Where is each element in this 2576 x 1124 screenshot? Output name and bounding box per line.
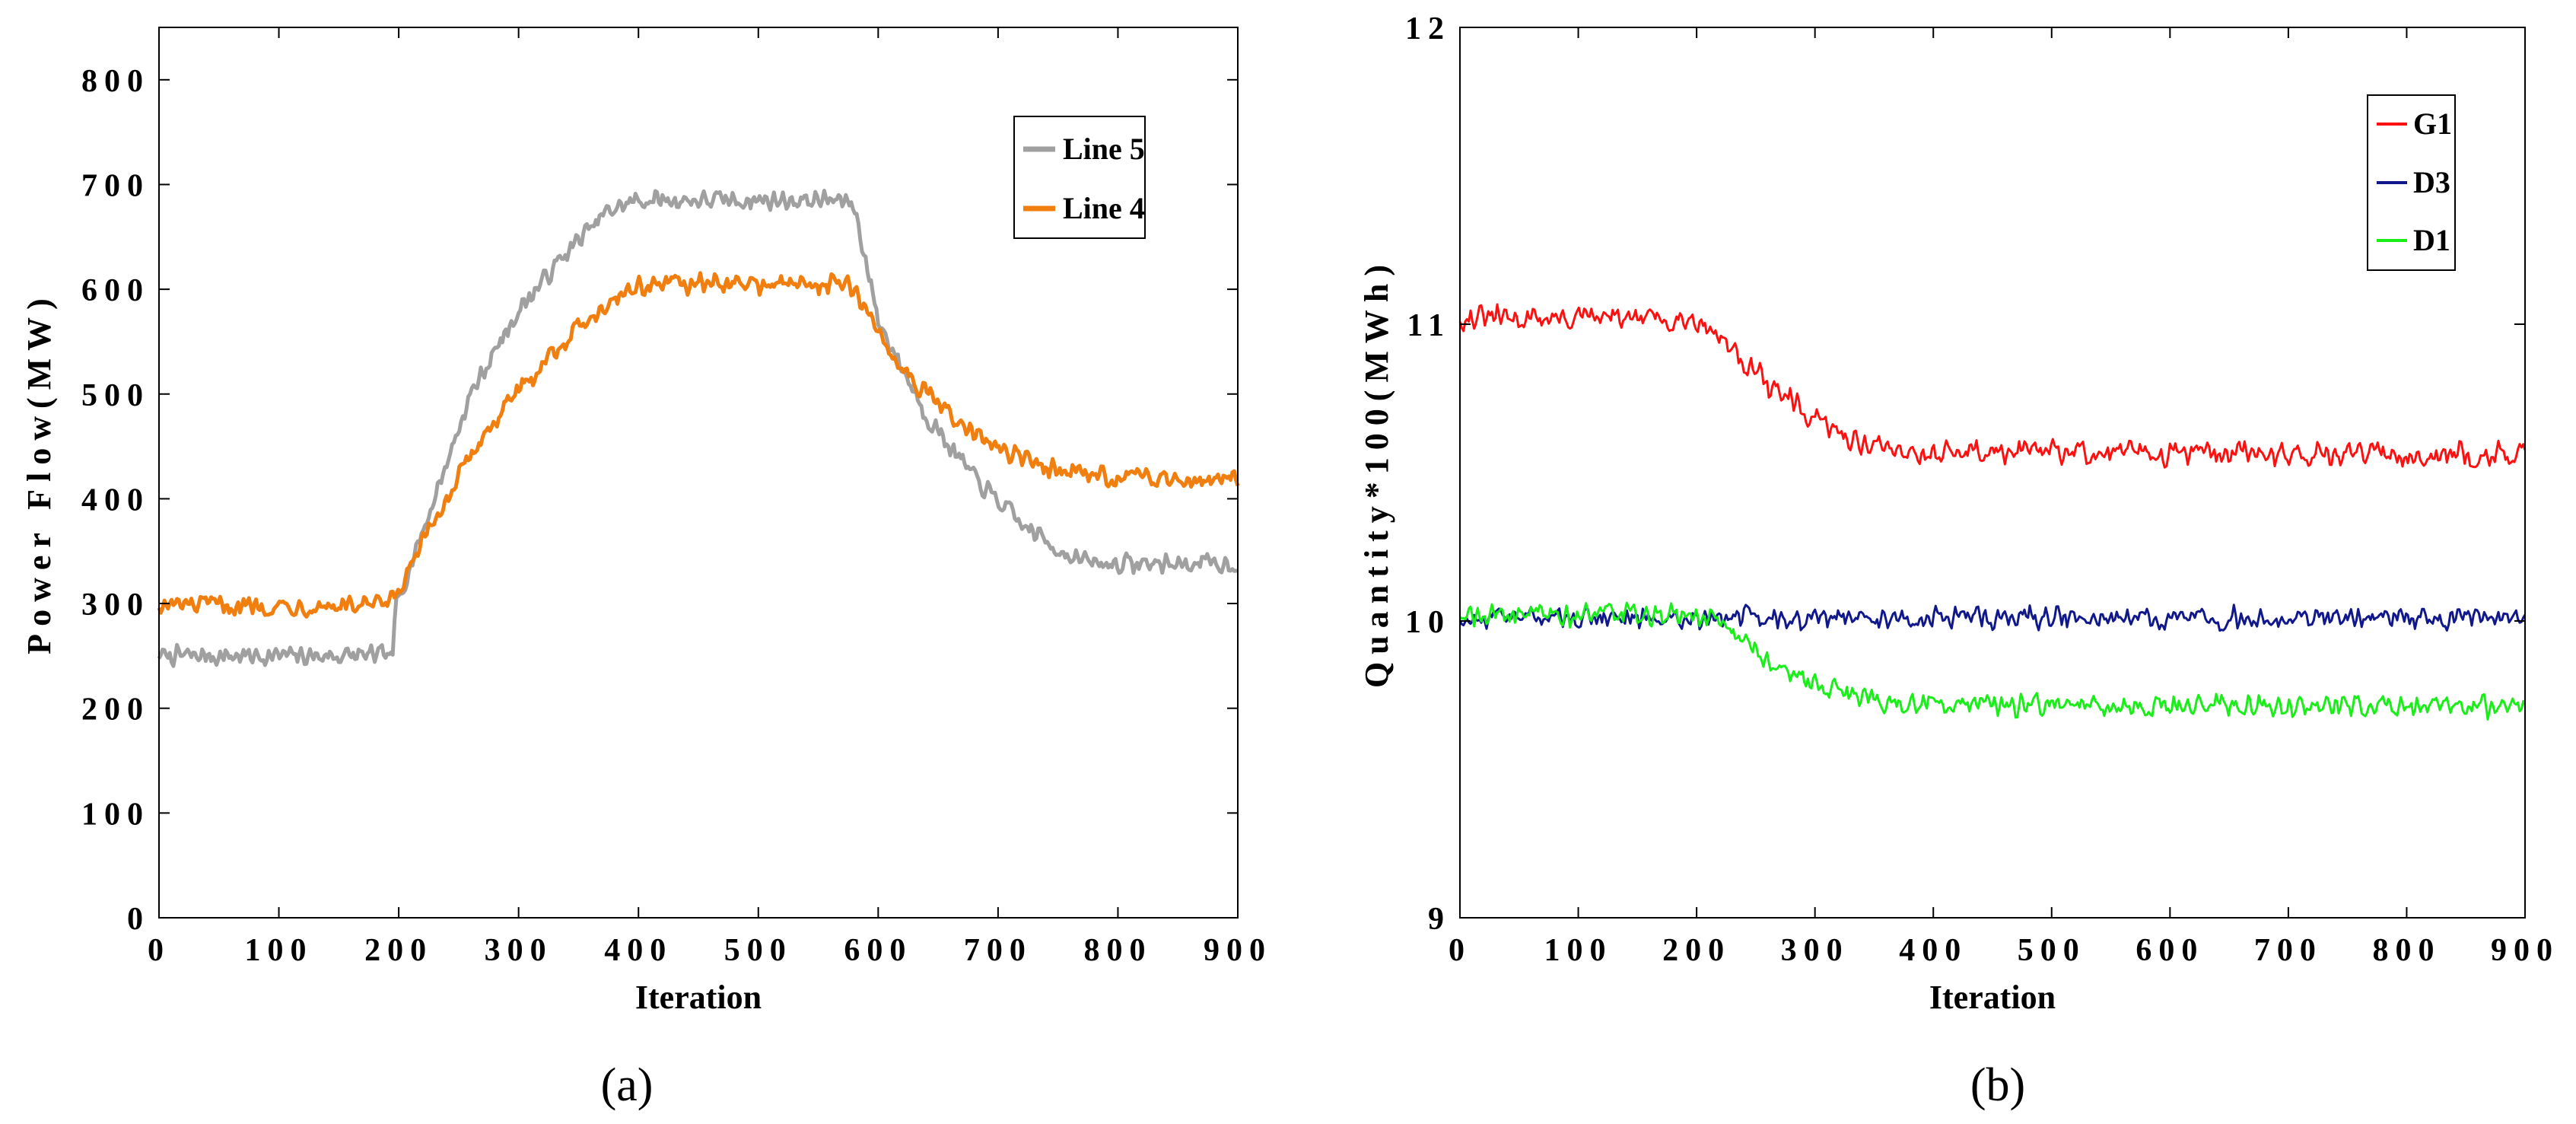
x-tick-label: 0 xyxy=(148,933,170,968)
y-tick-label: 400 xyxy=(81,482,150,517)
y-tick-label: 0 xyxy=(127,902,150,937)
legend-label-line4: Line 4 xyxy=(1063,191,1145,225)
x-tick-label: 300 xyxy=(1781,933,1849,968)
x-tick-label: 900 xyxy=(1204,933,1272,968)
x-tick-label: 400 xyxy=(1899,933,1967,968)
y-tick-label: 11 xyxy=(1407,308,1451,343)
y-axis-title-b: Quantity*100(MWh) xyxy=(1358,257,1395,688)
panel-label-a: (a) xyxy=(601,1059,654,1111)
y-tick-labels-a: 0 100 200 300 400 500 600 700 800 xyxy=(81,64,150,937)
x-tick-label: 900 xyxy=(2491,933,2559,968)
y-tick-label: 700 xyxy=(81,168,150,203)
x-axis-title-b: Iteration xyxy=(1929,979,2056,1016)
y-tick-label: 9 xyxy=(1428,902,1451,937)
x-tick-label: 300 xyxy=(485,933,553,968)
panel-label-b: (b) xyxy=(1970,1059,2025,1111)
x-tick-label: 600 xyxy=(2136,933,2204,968)
x-tick-label: 800 xyxy=(2372,933,2441,968)
legend-b: G1 D3 D1 xyxy=(2367,94,2456,271)
y-tick-label: 200 xyxy=(81,693,150,728)
series-line-line-5 xyxy=(157,189,1239,668)
legend-box-a xyxy=(1013,116,1146,239)
y-tick-label: 300 xyxy=(81,587,150,622)
y-tick-label: 10 xyxy=(1405,605,1451,640)
legend-label-line5: Line 5 xyxy=(1063,132,1145,166)
x-tick-labels-b: 0 100 200 300 400 500 600 700 800 900 xyxy=(1449,933,2559,968)
chart-panel-a: 0 100 200 300 400 500 600 700 800 900 0 100 200 300 4… xyxy=(21,27,1272,1111)
y-tick-label: 600 xyxy=(81,273,150,308)
x-tick-label: 700 xyxy=(964,933,1032,968)
legend-label-d1: D1 xyxy=(2413,223,2450,257)
x-tick-label: 100 xyxy=(1544,933,1613,968)
x-tick-label: 800 xyxy=(1083,933,1152,968)
legend-label-d3: D3 xyxy=(2413,165,2450,199)
legend-a: Line 5 Line 4 xyxy=(1013,116,1146,239)
series-line-d3 xyxy=(1458,603,2527,632)
x-tick-label: 500 xyxy=(724,933,793,968)
plot-area-b xyxy=(1458,303,2527,721)
y-tick-label: 800 xyxy=(81,64,150,99)
x-tick-label: 100 xyxy=(245,933,313,968)
tick-marks-b xyxy=(1459,27,2526,919)
plot-frame-b xyxy=(1459,27,2526,919)
x-axis-title-a: Iteration xyxy=(635,979,762,1016)
y-tick-label: 500 xyxy=(81,378,150,413)
tick-marks-a xyxy=(158,27,1239,919)
x-tick-label: 0 xyxy=(1449,933,1471,968)
legend-label-g1: G1 xyxy=(2413,107,2452,141)
series-line-d1 xyxy=(1459,601,2527,721)
y-tick-label: 12 xyxy=(1405,11,1451,46)
x-tick-label: 200 xyxy=(1662,933,1731,968)
plot-frame-a xyxy=(158,27,1239,919)
x-tick-label: 700 xyxy=(2254,933,2323,968)
x-tick-label: 500 xyxy=(2018,933,2086,968)
plot-area-a xyxy=(157,189,1240,668)
x-tick-labels-a: 0 100 200 300 400 500 600 700 800 900 xyxy=(148,933,1272,968)
x-tick-label: 200 xyxy=(364,933,433,968)
y-tick-label: 100 xyxy=(81,797,150,832)
chart-panel-b: 0 100 200 300 400 500 600 700 800 900 9 10 11 12 Ite… xyxy=(1358,11,2559,1111)
y-tick-labels-b: 9 10 11 12 xyxy=(1405,11,1451,937)
x-tick-label: 600 xyxy=(844,933,912,968)
y-axis-title-a: Power Flow(MW) xyxy=(21,291,58,654)
series-line-g1 xyxy=(1458,303,2527,469)
x-tick-label: 400 xyxy=(604,933,673,968)
series-line-line-4 xyxy=(157,271,1240,619)
